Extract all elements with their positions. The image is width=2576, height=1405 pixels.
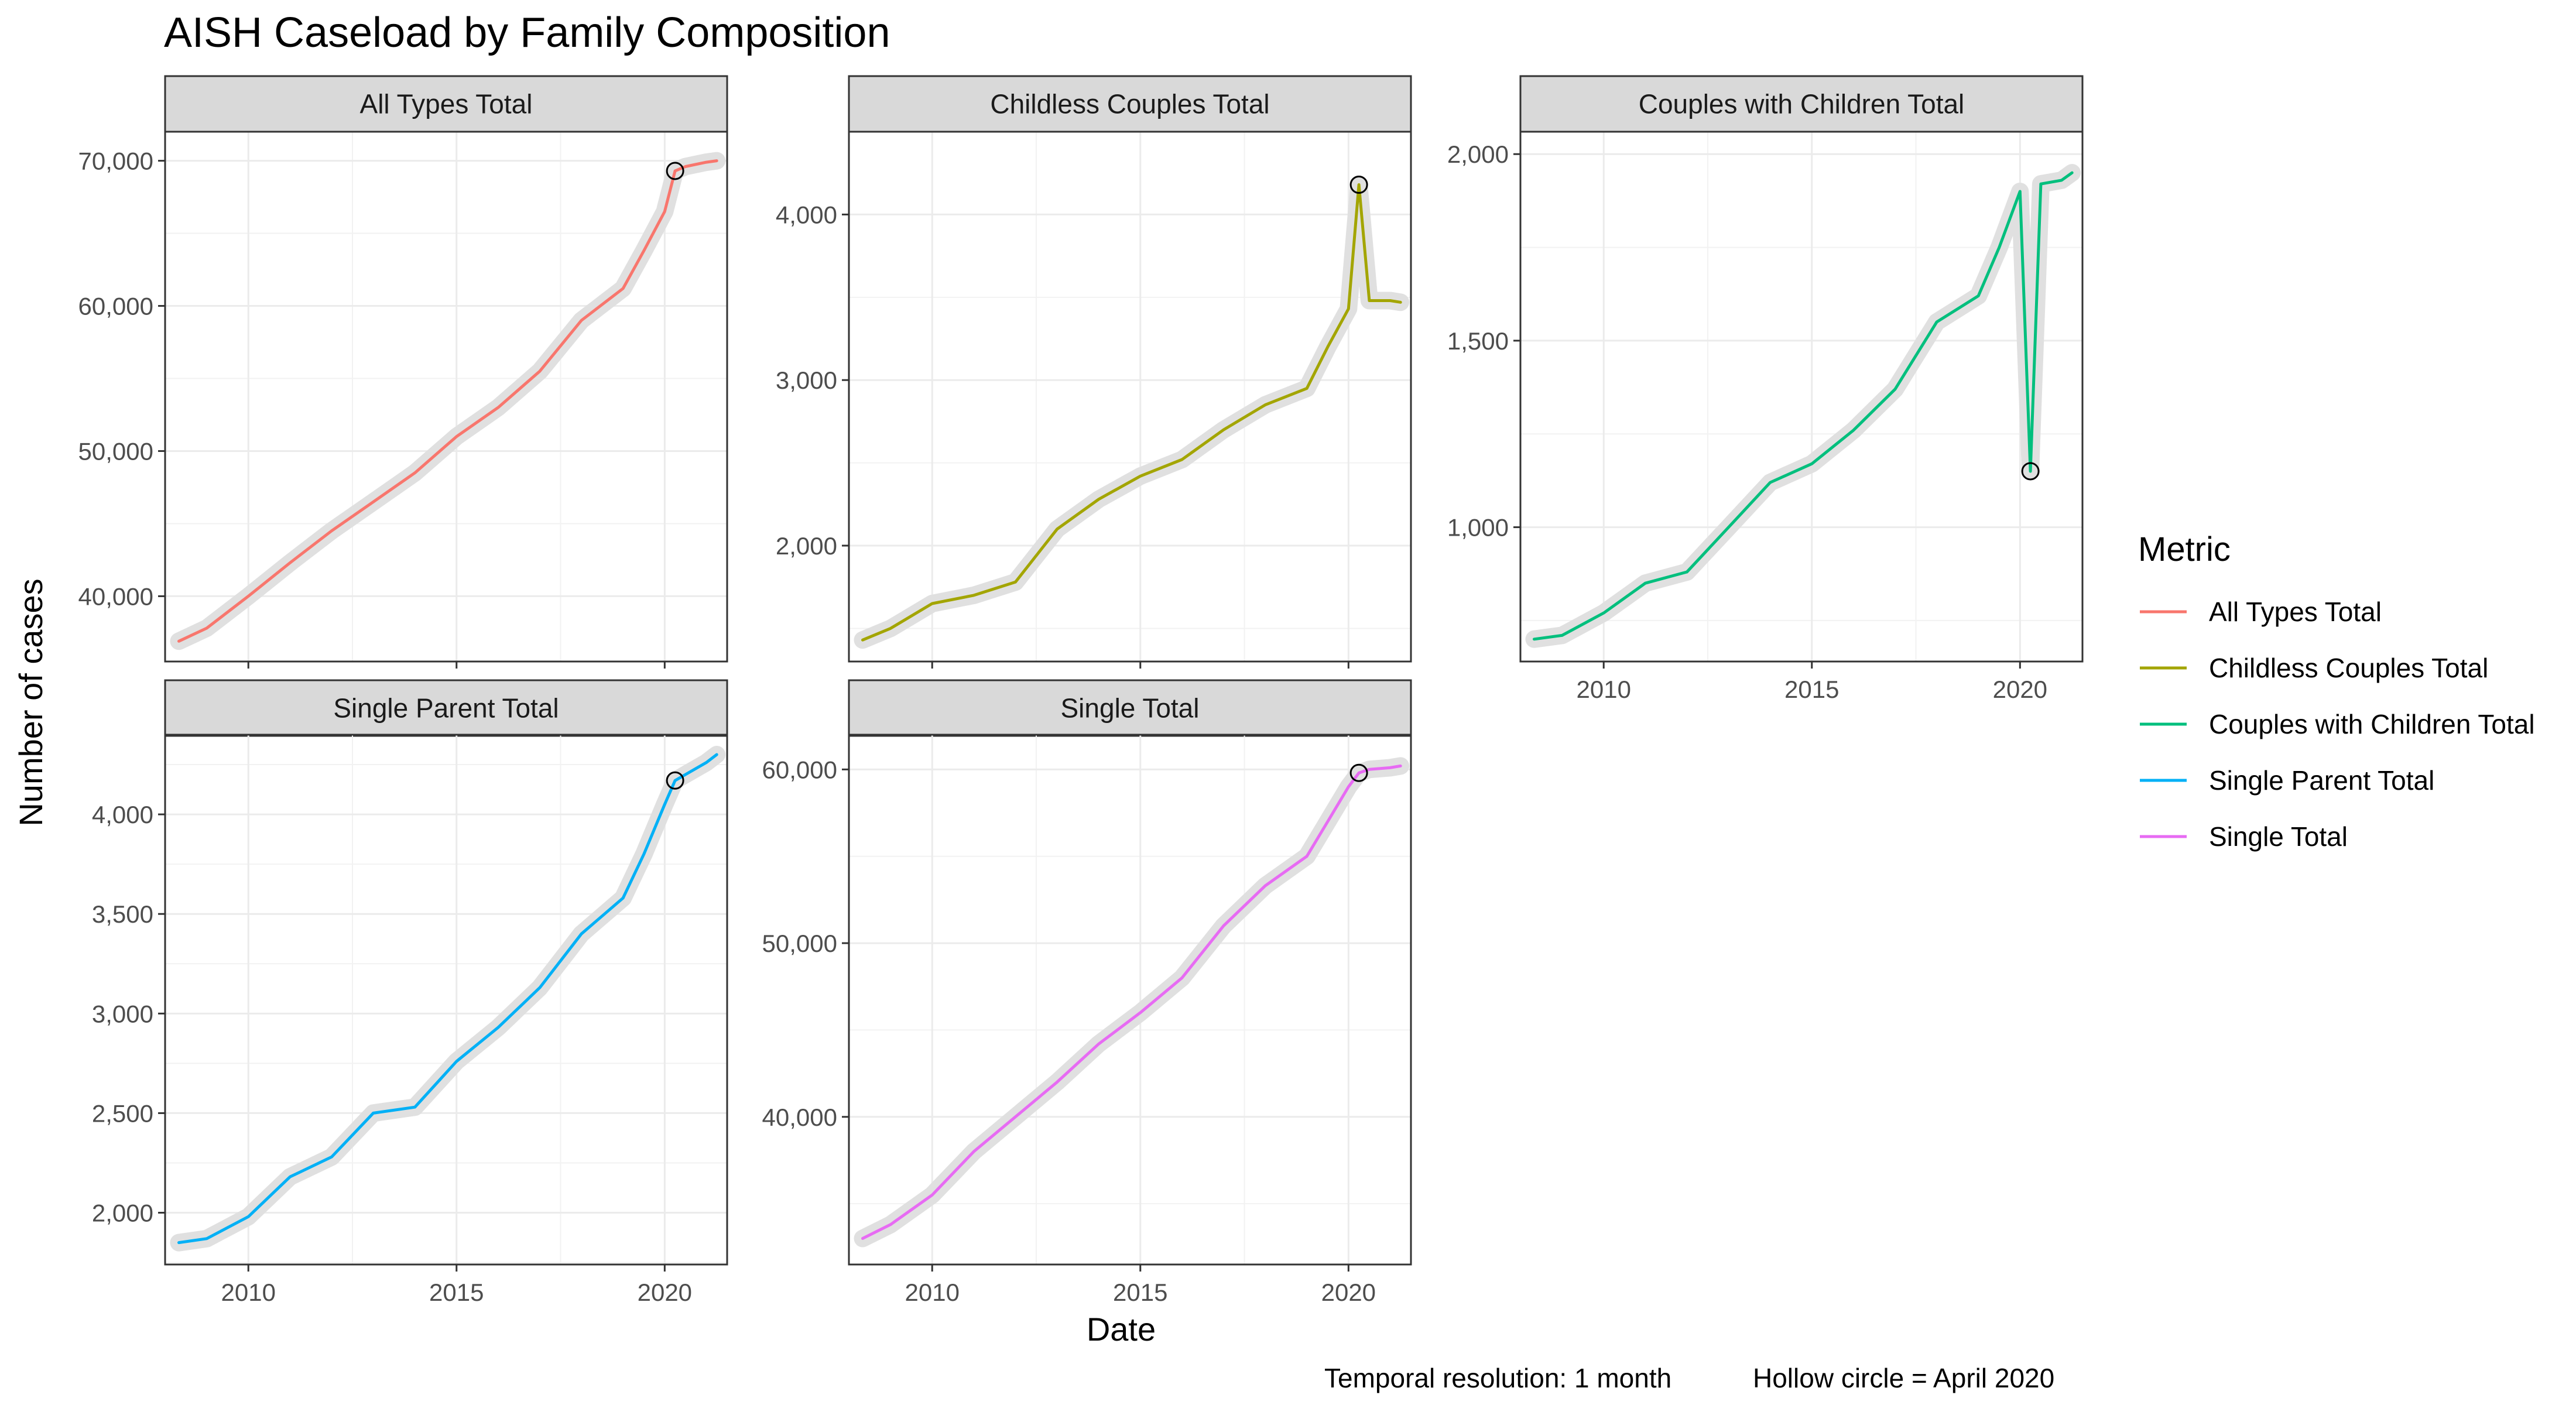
legend-label-all-types-total: All Types Total (2209, 597, 2382, 627)
grid-single-parent-total (165, 735, 727, 1264)
panel-single-total: Single Total 40,000 50,000 60,000 2010 2015 20… (762, 679, 1412, 1306)
legend-label-single-total: Single Total (2209, 821, 2348, 852)
series-single-parent-total (170, 746, 726, 1252)
series-couples-with-children-total (1525, 164, 2081, 648)
x-tick-label: 2010 (221, 1279, 276, 1306)
facet-panels: All Types Total 40,000 50,000 60,000 70,000 C… (78, 75, 2084, 1306)
y-tick-label: 1,000 (1447, 514, 1509, 542)
panel-border (164, 734, 728, 1266)
strip-label-single-parent-total: Single Parent Total (333, 693, 559, 724)
strip-all-types-total (164, 75, 728, 133)
april-2020-marker (1349, 763, 1368, 782)
x-tick-label: 2020 (638, 1279, 692, 1306)
caption-hollow-circle: Hollow circle = April 2020 (1753, 1363, 2054, 1393)
legend-item-childless-couples-total: Childless Couples Total (2140, 653, 2488, 683)
strip-single-total (848, 679, 1412, 737)
panel-border (1519, 131, 2084, 663)
series-all-types-total (170, 152, 726, 650)
y-tick-label: 50,000 (762, 930, 837, 957)
y-tick-label: 50,000 (78, 437, 153, 465)
x-tick-label: 2010 (1577, 676, 1631, 703)
y-tick-label: 70,000 (78, 148, 153, 175)
legend-label-couples-with-children-total: Couples with Children Total (2209, 709, 2535, 739)
panel-border (164, 131, 728, 663)
legend-item-couples-with-children-total: Couples with Children Total (2140, 709, 2535, 739)
y-tick-label: 3,000 (92, 1000, 153, 1027)
line-couples-with-children-total (1533, 171, 2074, 641)
chart-title: AISH Caseload by Family Composition (164, 9, 890, 56)
strip-childless-couples-total (848, 75, 1412, 133)
y-axis-title: Number of cases (12, 578, 49, 826)
y-tick-label: 4,000 (92, 801, 153, 828)
x-tick-label: 2020 (1993, 676, 2047, 703)
panel-border (848, 734, 1412, 1266)
y-tick-label: 4,000 (776, 201, 837, 228)
april-2020-marker (666, 162, 684, 180)
x-axis-title: Date (1087, 1311, 1156, 1348)
caption-temporal-resolution: Temporal resolution: 1 month (1324, 1363, 1671, 1393)
series-single-total (854, 757, 1410, 1248)
legend-title: Metric (2138, 530, 2231, 568)
y-tick-label: 2,000 (92, 1200, 153, 1227)
x-tick-label: 2015 (429, 1279, 484, 1306)
x-tick-label: 2020 (1321, 1279, 1376, 1306)
ribbon-childless-couples-total (854, 176, 1410, 649)
panel-couples-with-children-total: Couples with Children Total 1,000 1,500 2,0… (1447, 75, 2084, 703)
strip-label-all-types-total: All Types Total (360, 89, 533, 119)
ribbon-single-parent-total (170, 746, 726, 1252)
x-tick-label: 2010 (905, 1279, 960, 1306)
strip-label-couples-with-children-total: Couples with Children Total (1639, 89, 1965, 119)
panel-all-types-total: All Types Total 40,000 50,000 60,000 70,000 (78, 75, 728, 669)
y-tick-label: 60,000 (78, 293, 153, 320)
april-2020-marker (1349, 176, 1368, 194)
legend: Metric All Types Total Childless Couples … (2138, 530, 2535, 852)
y-tick-label: 40,000 (78, 582, 153, 610)
panel-border (848, 131, 1412, 663)
y-tick-label: 2,500 (92, 1099, 153, 1127)
y-tick-label: 40,000 (762, 1104, 837, 1131)
series-childless-couples-total (854, 176, 1410, 649)
line-single-total (861, 764, 1402, 1240)
line-all-types-total (177, 159, 718, 643)
strip-single-parent-total (164, 679, 728, 737)
legend-label-single-parent-total: Single Parent Total (2209, 765, 2434, 796)
legend-item-single-total: Single Total (2140, 821, 2348, 852)
y-tick-label: 2,000 (1447, 140, 1509, 168)
april-2020-marker (666, 771, 684, 790)
x-tick-label: 2015 (1784, 676, 1839, 703)
panel-childless-couples-total: Childless Couples Total 2,000 3,000 4,000 (776, 75, 1412, 669)
ribbon-couples-with-children-total (1525, 164, 2081, 648)
strip-couples-with-children-total (1519, 75, 2084, 133)
legend-item-single-parent-total: Single Parent Total (2140, 765, 2434, 796)
y-tick-label: 2,000 (776, 532, 837, 560)
y-tick-label: 1,500 (1447, 327, 1509, 355)
line-single-parent-total (177, 753, 718, 1245)
line-childless-couples-total (861, 183, 1402, 642)
legend-item-all-types-total: All Types Total (2140, 597, 2382, 627)
x-tick-label: 2015 (1113, 1279, 1167, 1306)
y-tick-label: 3,500 (92, 900, 153, 928)
y-tick-label: 3,000 (776, 366, 837, 394)
april-2020-marker (2021, 462, 2040, 481)
strip-label-childless-couples-total: Childless Couples Total (990, 89, 1269, 119)
y-tick-label: 60,000 (762, 756, 837, 783)
panel-single-parent-total: Single Parent Total 2,000 2,500 3,000 3,500 4… (92, 679, 728, 1306)
grid-single-total (849, 735, 1411, 1264)
strip-label-single-total: Single Total (1061, 693, 1200, 724)
legend-label-childless-couples-total: Childless Couples Total (2209, 653, 2488, 683)
